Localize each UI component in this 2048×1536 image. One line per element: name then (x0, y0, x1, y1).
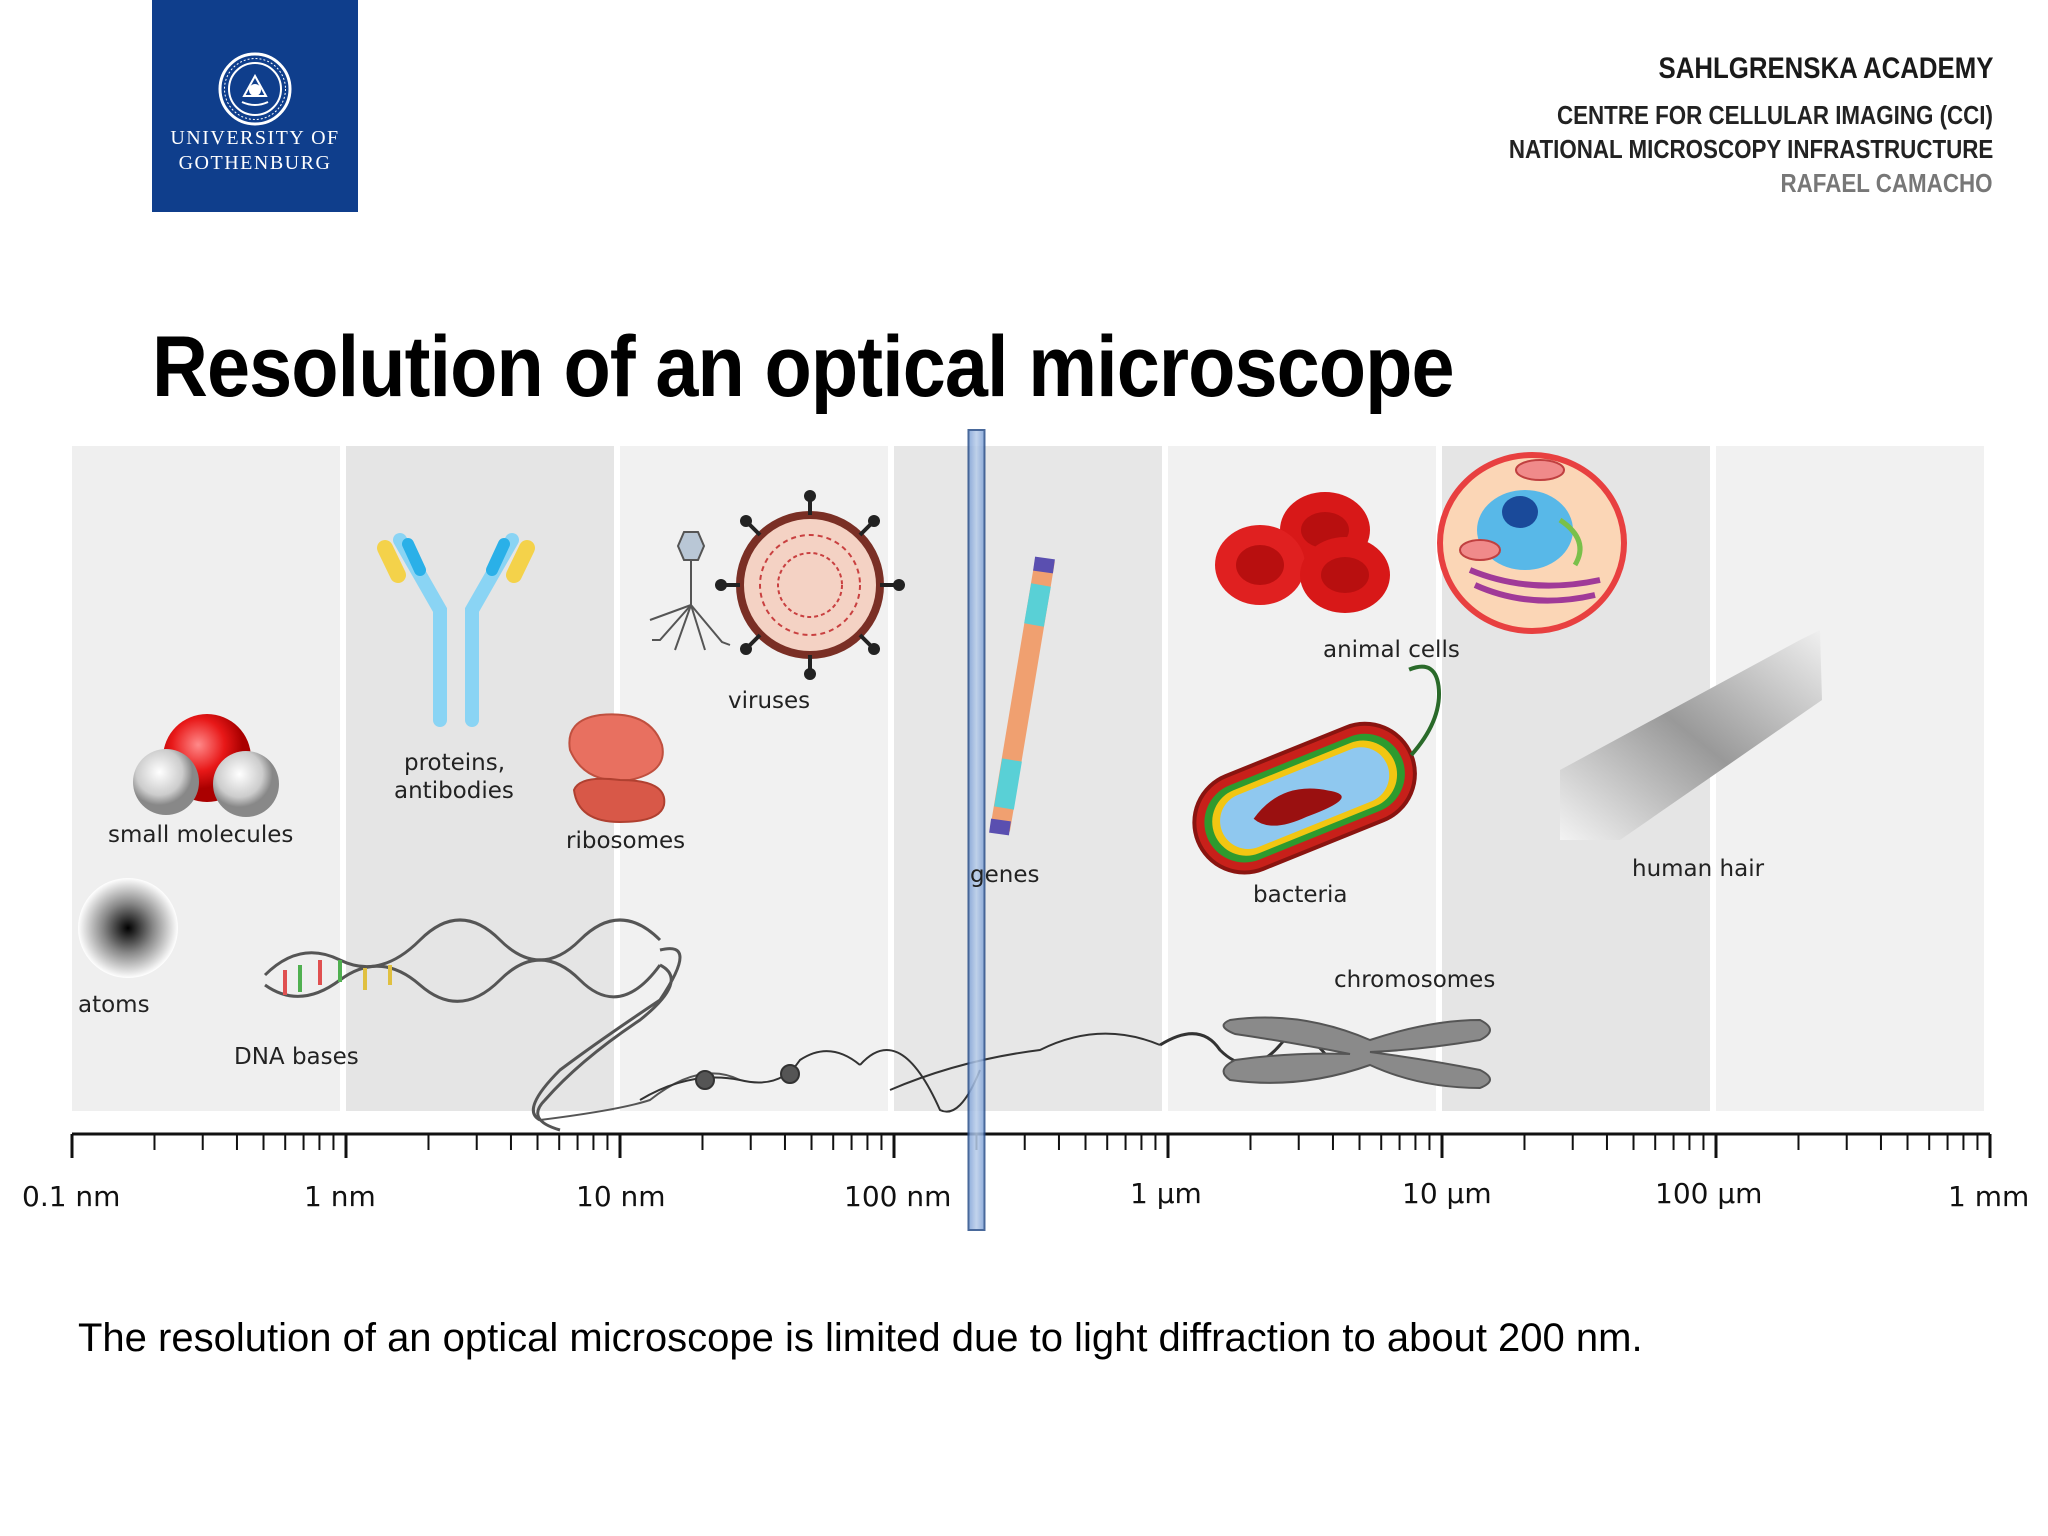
label-antibodies: antibodies (394, 778, 514, 804)
header-person: RAFAEL CAMACHO (1780, 168, 1993, 198)
gene-illustration (989, 556, 1055, 836)
bacteriophage-illustration (649, 531, 731, 651)
label-atoms: atoms (78, 992, 150, 1018)
label-small-molecules: small molecules (108, 822, 294, 848)
bacterium-illustration (1192, 664, 1441, 875)
university-seal-icon (218, 52, 292, 126)
virus-illustration (715, 490, 905, 680)
slide-caption: The resolution of an optical microscope … (78, 1316, 1643, 1360)
label-human-hair: human hair (1632, 856, 1765, 882)
logo-line-2: GOTHENBURG (178, 152, 332, 174)
tick-label-0-1nm: 0.1 nm (22, 1180, 121, 1213)
label-chromosomes: chromosomes (1334, 967, 1496, 993)
logo-line-1: UNIVERSITY OF (170, 127, 340, 149)
resolution-limit-bar (967, 429, 986, 1231)
antibody-illustration (377, 533, 535, 727)
scale-axis-ticks (70, 1134, 1992, 1158)
atom-illustration (78, 878, 178, 978)
dna-helix-illustration (263, 918, 741, 1132)
label-animal-cells: animal cells (1323, 637, 1460, 663)
animal-cell-illustration (1437, 452, 1627, 634)
label-ribosomes: ribosomes (566, 828, 686, 854)
label-genes: genes (970, 862, 1040, 888)
diagram-canvas (70, 429, 1992, 1231)
label-viruses: viruses (728, 688, 811, 714)
human-hair-illustration (1560, 630, 1822, 840)
label-proteins: proteins, (404, 750, 506, 776)
chromosome-illustration (1222, 1016, 1491, 1090)
red-blood-cells-illustration (1215, 492, 1390, 613)
label-dna-bases: DNA bases (234, 1044, 359, 1070)
tick-label-100um: 100 µm (1655, 1177, 1763, 1210)
university-logo: UNIVERSITY OF GOTHENBURG (152, 0, 358, 212)
tick-label-1mm: 1 mm (1948, 1180, 2030, 1213)
tick-label-100nm: 100 nm (844, 1180, 952, 1213)
water-molecule-illustration (133, 714, 279, 817)
tick-label-1nm: 1 nm (304, 1180, 376, 1213)
band-3 (894, 446, 1162, 1111)
tick-label-10um: 10 µm (1402, 1177, 1492, 1210)
header-infrastructure: NATIONAL MICROSCOPY INFRASTRUCTURE (1508, 134, 1993, 164)
slide-title: Resolution of an optical microscope (152, 319, 1455, 415)
band-6 (1716, 446, 1984, 1111)
ribosome-illustration (568, 713, 666, 824)
size-scale-diagram: atoms small molecules DNA bases proteins… (0, 420, 2048, 1240)
label-bacteria: bacteria (1253, 882, 1348, 908)
header-academy: SAHLGRENSKA ACADEMY (1658, 52, 1993, 85)
tick-label-10nm: 10 nm (576, 1180, 666, 1213)
tick-label-1um: 1 µm (1130, 1177, 1202, 1210)
header-centre: CENTRE FOR CELLULAR IMAGING (CCI) (1557, 100, 1993, 130)
